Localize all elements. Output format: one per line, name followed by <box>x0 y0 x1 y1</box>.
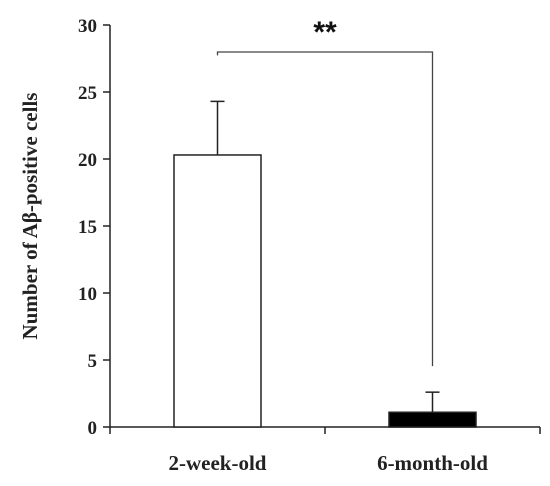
y-tick-label-4: 20 <box>78 150 97 171</box>
category-labels: 2-week-old 6-month-old <box>169 451 489 475</box>
significance-bracket: ** <box>216 16 434 367</box>
bar-1 <box>388 411 477 428</box>
y-tick-label-6: 30 <box>78 16 97 37</box>
category-label-0: 2-week-old <box>169 451 267 475</box>
y-axis: 0 5 10 15 20 25 30 <box>78 16 111 439</box>
y-ticks: 0 5 10 15 20 25 30 <box>78 16 110 439</box>
y-tick-label-2: 10 <box>78 284 97 305</box>
significance-label: ** <box>313 16 337 49</box>
category-label-1: 6-month-old <box>377 451 488 475</box>
x-axis <box>109 426 541 434</box>
bar-0 <box>173 154 262 428</box>
y-axis-title: Number of Aβ-positive cells <box>18 93 42 340</box>
bars <box>173 100 477 428</box>
y-tick-label-1: 5 <box>88 351 98 372</box>
y-tick-label-0: 0 <box>88 418 98 439</box>
y-tick-label-3: 15 <box>78 217 97 238</box>
significance-bracket-line <box>216 51 434 367</box>
y-tick-label-5: 25 <box>78 83 97 104</box>
